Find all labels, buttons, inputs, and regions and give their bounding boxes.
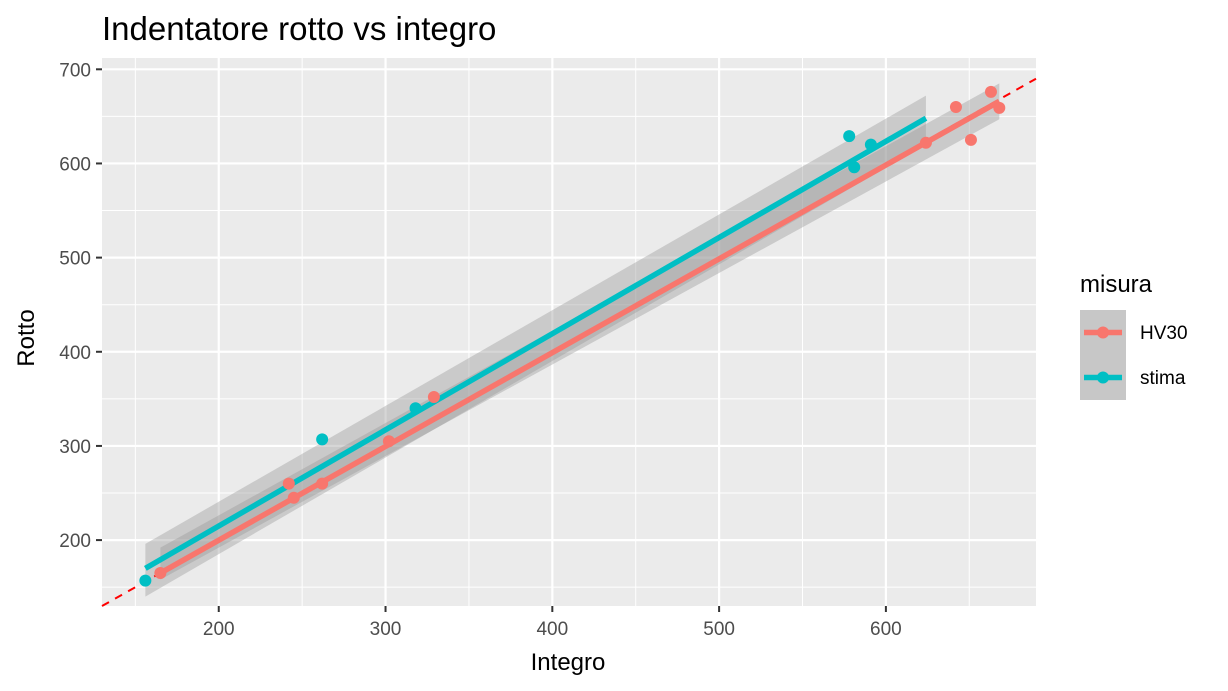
x-tick-label: 200 — [203, 619, 235, 640]
data-point-stima — [316, 433, 329, 446]
legend-keys: HV30 stima — [1080, 310, 1188, 400]
y-axis-ticks: 200 300 400 500 600 700 — [59, 60, 102, 552]
x-axis-ticks: 200 300 400 500 600 — [203, 606, 902, 640]
y-tick-label: 600 — [59, 154, 91, 175]
data-point-stima — [848, 161, 861, 174]
fit-line-hv30 — [159, 98, 1001, 576]
y-axis-title: Rotto — [13, 309, 40, 366]
data-point-stima — [409, 402, 422, 415]
y-tick-label: 200 — [59, 531, 91, 552]
data-point-hv30 — [287, 491, 300, 504]
x-tick-label: 300 — [370, 619, 402, 640]
data-points — [139, 85, 1006, 587]
x-tick-label: 500 — [703, 619, 735, 640]
legend-key-point — [1097, 326, 1109, 339]
chart-title: Indentatore rotto vs integro — [102, 10, 496, 47]
x-tick-label: 400 — [536, 619, 568, 640]
data-point-stima — [843, 130, 856, 143]
data-point-stima — [139, 574, 152, 587]
data-point-hv30 — [964, 133, 977, 146]
data-point-hv30 — [282, 477, 295, 490]
legend-label-hv30: HV30 — [1140, 323, 1188, 344]
data-point-hv30 — [984, 85, 997, 98]
data-point-hv30 — [993, 101, 1006, 114]
y-tick-label: 500 — [59, 249, 91, 270]
plot-panel — [102, 58, 1036, 606]
x-tick-label: 600 — [870, 619, 902, 640]
legend: misura HV30 stima — [1080, 271, 1188, 400]
y-tick-label: 400 — [59, 343, 91, 364]
data-point-hv30 — [427, 390, 440, 403]
x-axis-title: Integro — [531, 649, 606, 676]
data-point-hv30 — [949, 100, 962, 113]
minor-gridlines — [102, 58, 1036, 606]
data-point-hv30 — [382, 435, 395, 448]
data-point-hv30 — [919, 136, 932, 149]
regression-lines — [143, 98, 1001, 576]
y-tick-label: 700 — [59, 60, 91, 81]
legend-key-point — [1097, 371, 1109, 384]
legend-title: misura — [1080, 271, 1153, 298]
legend-label-stima: stima — [1140, 368, 1186, 389]
data-point-hv30 — [316, 477, 329, 490]
data-point-hv30 — [154, 567, 167, 580]
data-point-stima — [864, 138, 877, 151]
y-tick-label: 300 — [59, 437, 91, 458]
fit-line-stima — [143, 115, 928, 571]
